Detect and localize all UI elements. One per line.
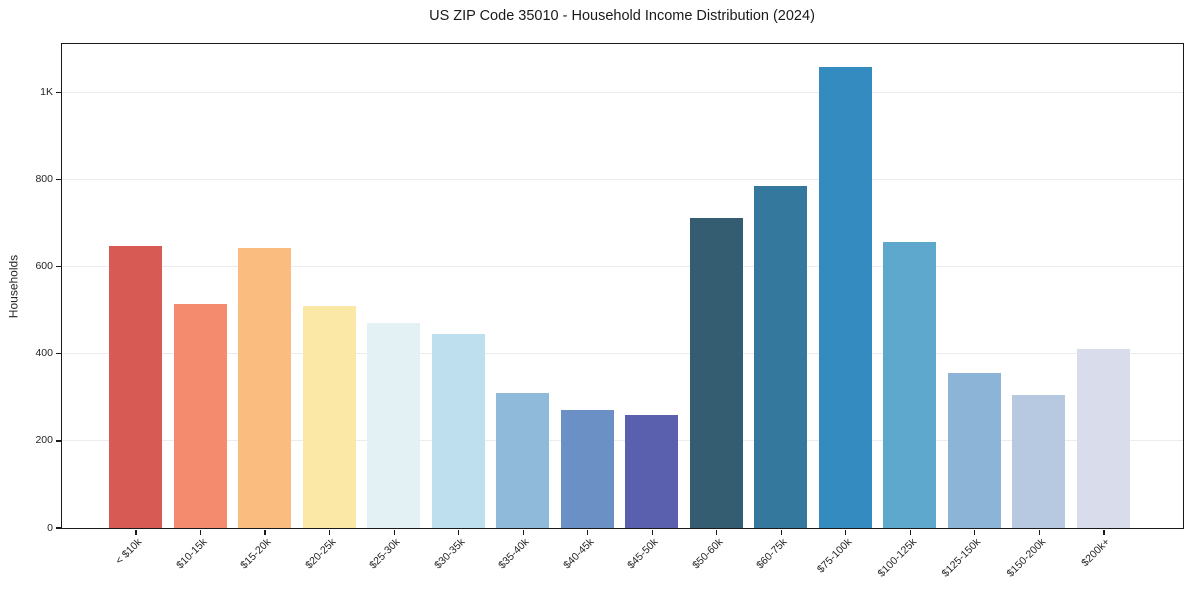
x-tick-label-3: $20-25k xyxy=(302,536,339,572)
y-tick-mark xyxy=(56,179,61,181)
y-tick-label-600: 600 xyxy=(35,260,53,273)
y-tick-label-0: 0 xyxy=(47,521,53,534)
x-tick-label-0: < $10k xyxy=(113,536,145,567)
bar-11 xyxy=(818,67,872,528)
x-tick-mark xyxy=(651,529,653,535)
x-tick-label-1: $10-15k xyxy=(173,536,210,572)
gridline-y-200 xyxy=(61,439,1183,441)
x-tick-label-11: $75-100k xyxy=(814,536,855,576)
y-tick-mark xyxy=(56,527,61,529)
x-tick-mark xyxy=(393,529,395,535)
x-tick-mark xyxy=(909,529,911,535)
x-tick-label-5: $30-35k xyxy=(431,536,468,572)
x-tick-mark xyxy=(1038,529,1040,535)
bar-10 xyxy=(754,186,808,528)
x-tick-mark xyxy=(974,529,976,535)
x-tick-label-10: $60-75k xyxy=(754,536,790,572)
x-tick-label-13: $125-150k xyxy=(939,536,984,580)
x-tick-label-2: $15-20k xyxy=(238,536,274,572)
x-tick-mark xyxy=(458,529,460,535)
bar-0 xyxy=(109,245,162,528)
bar-2 xyxy=(238,247,292,528)
x-tick-mark xyxy=(587,529,589,535)
y-tick-label-800: 800 xyxy=(35,173,53,186)
x-tick-mark xyxy=(264,529,266,535)
x-tick-mark xyxy=(135,529,137,535)
gridline-y-1000 xyxy=(61,91,1183,93)
bar-1 xyxy=(173,304,227,528)
y-tick-mark xyxy=(56,353,61,355)
x-tick-mark xyxy=(522,529,524,535)
bar-14 xyxy=(1012,394,1066,528)
y-tick-label-1K: 1K xyxy=(40,86,53,99)
bar-9 xyxy=(689,217,743,528)
bar-6 xyxy=(496,392,550,528)
gridline-y-800 xyxy=(61,178,1183,180)
bar-12 xyxy=(883,241,937,528)
x-tick-label-8: $45-50k xyxy=(625,536,661,572)
x-tick-label-14: $150-200k xyxy=(1004,536,1048,580)
x-tick-label-9: $50-60k xyxy=(689,536,726,572)
y-axis-title: Households xyxy=(6,254,21,319)
bar-7 xyxy=(560,409,614,528)
x-tick-label-4: $25-30k xyxy=(367,536,403,572)
bar-8 xyxy=(625,414,679,528)
bar-5 xyxy=(431,334,485,528)
x-tick-label-7: $40-45k xyxy=(560,536,597,572)
x-tick-label-12: $100-125k xyxy=(875,536,919,580)
x-tick-mark xyxy=(1103,529,1105,535)
bar-3 xyxy=(302,305,356,528)
x-tick-mark xyxy=(199,529,202,535)
plot-area xyxy=(60,42,1184,529)
x-tick-mark xyxy=(716,529,718,535)
gridline-y-600 xyxy=(61,265,1183,267)
x-tick-mark xyxy=(845,529,847,535)
y-tick-mark xyxy=(56,92,61,94)
y-tick-label-400: 400 xyxy=(35,347,53,360)
bar-15 xyxy=(1076,348,1130,528)
x-tick-mark xyxy=(328,529,331,535)
y-tick-label-200: 200 xyxy=(35,434,53,447)
bar-4 xyxy=(367,322,421,528)
chart-title: US ZIP Code 35010 - Household Income Dis… xyxy=(429,8,815,24)
x-tick-mark xyxy=(780,529,782,535)
gridline-y-400 xyxy=(61,352,1183,354)
x-tick-label-6: $35-40k xyxy=(496,536,532,572)
y-tick-mark xyxy=(56,440,61,442)
bar-13 xyxy=(947,373,1001,528)
x-tick-label-15: $200k+ xyxy=(1079,536,1113,570)
y-tick-mark xyxy=(56,266,61,268)
